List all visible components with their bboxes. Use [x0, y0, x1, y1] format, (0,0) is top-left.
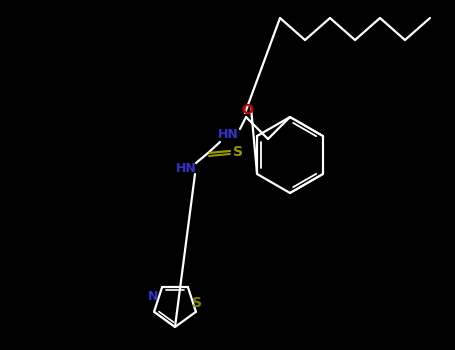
Text: HN: HN	[176, 161, 197, 175]
Text: S: S	[233, 145, 243, 159]
Text: O: O	[241, 103, 253, 117]
Text: N: N	[148, 290, 158, 303]
Text: S: S	[192, 296, 202, 310]
Text: HN: HN	[217, 128, 238, 141]
